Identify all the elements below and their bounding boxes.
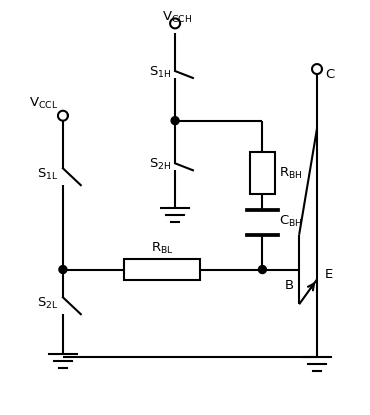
Polygon shape	[259, 266, 266, 273]
Text: $\mathrm{R_{BH}}$: $\mathrm{R_{BH}}$	[279, 166, 303, 181]
Text: $\mathrm{S_{1L}}$: $\mathrm{S_{1L}}$	[37, 167, 59, 182]
Polygon shape	[59, 266, 67, 273]
Bar	[124, 259, 200, 281]
Text: $\mathrm{C_{BH}}$: $\mathrm{C_{BH}}$	[279, 214, 303, 229]
Text: $\mathrm{S_{1H}}$: $\mathrm{S_{1H}}$	[149, 64, 171, 80]
Text: $\mathrm{R_{BL}}$: $\mathrm{R_{BL}}$	[151, 241, 174, 256]
Text: C: C	[325, 68, 334, 81]
Bar	[249, 152, 275, 194]
Text: $\mathrm{V_{CCH}}$: $\mathrm{V_{CCH}}$	[162, 10, 192, 24]
Text: $\mathrm{S_{2L}}$: $\mathrm{S_{2L}}$	[37, 296, 59, 311]
Text: $\mathrm{S_{2H}}$: $\mathrm{S_{2H}}$	[149, 157, 171, 172]
Polygon shape	[171, 117, 179, 124]
Text: B: B	[285, 279, 294, 293]
Text: E: E	[325, 268, 333, 281]
Text: $\mathrm{V_{CCL}}$: $\mathrm{V_{CCL}}$	[29, 95, 58, 111]
